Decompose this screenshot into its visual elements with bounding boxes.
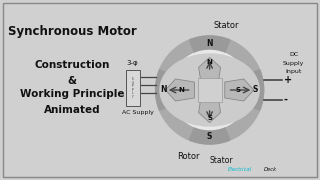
Text: S: S [253,86,258,94]
Text: N: N [207,59,212,65]
Text: Stator: Stator [210,156,233,165]
Circle shape [156,36,264,144]
Ellipse shape [160,54,259,126]
Text: S: S [235,87,240,93]
Text: AC Supply: AC Supply [122,110,154,115]
Text: &: & [68,76,76,86]
Polygon shape [199,94,220,123]
Text: N: N [160,86,167,94]
Text: Electrical: Electrical [228,167,252,172]
Text: +: + [284,75,292,85]
Text: Stator: Stator [213,21,238,30]
Wedge shape [156,70,174,110]
Polygon shape [199,57,220,86]
Text: Construction: Construction [34,60,110,70]
Circle shape [170,50,249,130]
Polygon shape [225,79,254,101]
Text: N: N [206,39,213,48]
Text: Animated: Animated [44,105,100,115]
Text: S
U
P
P
L
Y: S U P P L Y [132,77,134,99]
Bar [198,78,222,102]
Text: 3-φ: 3-φ [127,60,139,66]
Text: -: - [284,95,288,105]
Wedge shape [245,70,264,110]
Bar [126,70,140,106]
Text: N: N [179,87,185,93]
Wedge shape [189,36,230,55]
Text: Working Principle: Working Principle [20,89,124,99]
Wedge shape [189,125,230,144]
Text: Deck: Deck [264,167,277,172]
Text: Input: Input [285,69,302,73]
Polygon shape [165,79,195,101]
Text: Rotor: Rotor [177,152,199,161]
Text: Synchronous Motor: Synchronous Motor [8,26,136,39]
Circle shape [170,50,249,130]
Text: S: S [207,132,212,141]
Text: DC: DC [289,53,298,57]
Text: Supply: Supply [283,60,304,66]
Text: S: S [207,115,212,121]
